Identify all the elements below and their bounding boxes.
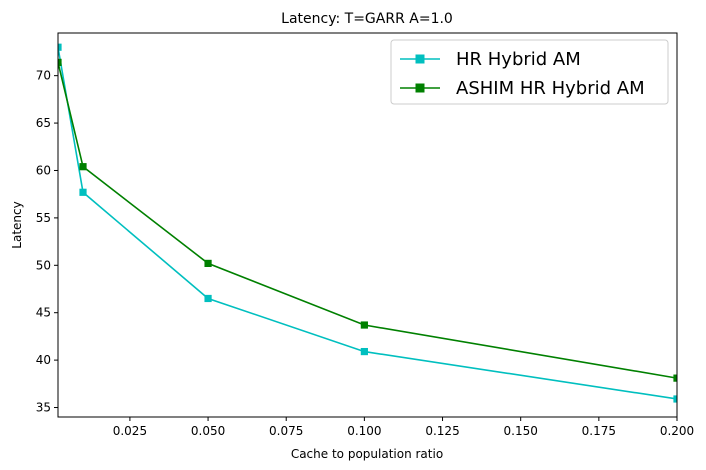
x-tick-label: 0.100 <box>347 424 381 438</box>
y-tick-label: 35 <box>36 401 51 415</box>
data-point <box>58 43 62 51</box>
data-point <box>673 374 677 382</box>
y-tick-label: 65 <box>36 116 51 130</box>
data-point <box>673 395 677 403</box>
y-tick-label: 45 <box>36 306 51 320</box>
x-tick-label: 0.025 <box>113 424 147 438</box>
x-axis-label: Cache to population ratio <box>291 447 443 461</box>
y-tick-label: 55 <box>36 211 51 225</box>
legend-marker <box>415 83 425 93</box>
y-tick-label: 60 <box>36 163 51 177</box>
y-tick-label: 40 <box>36 353 51 367</box>
legend-box <box>390 39 669 105</box>
legend-label: ASHIM HR Hybrid AM <box>456 78 645 99</box>
y-tick-label: 50 <box>36 258 51 272</box>
data-point <box>360 321 368 329</box>
x-tick-label: 0.175 <box>582 424 616 438</box>
x-tick-label: 0.050 <box>191 424 225 438</box>
x-tick-label: 0.075 <box>269 424 303 438</box>
y-axis-label: Latency <box>10 201 24 248</box>
data-point <box>58 58 62 66</box>
legend: HR Hybrid AM ASHIM HR Hybrid AM <box>390 39 669 105</box>
data-point <box>360 347 368 356</box>
x-tick-label: 0.150 <box>504 424 538 438</box>
plot-frame <box>57 32 678 418</box>
data-point <box>79 188 87 196</box>
data-point <box>204 294 212 303</box>
y-tick-label: 70 <box>36 69 51 83</box>
legend-label: HR Hybrid AM <box>456 49 581 70</box>
data-point <box>79 163 87 171</box>
chart-title: Latency: T=GARR A=1.0 <box>281 11 453 27</box>
x-tick-label: 0.200 <box>660 424 694 438</box>
x-tick-label: 0.125 <box>425 424 459 438</box>
series-line-2 <box>58 62 677 379</box>
data-point <box>204 259 212 267</box>
legend-marker <box>415 54 425 64</box>
